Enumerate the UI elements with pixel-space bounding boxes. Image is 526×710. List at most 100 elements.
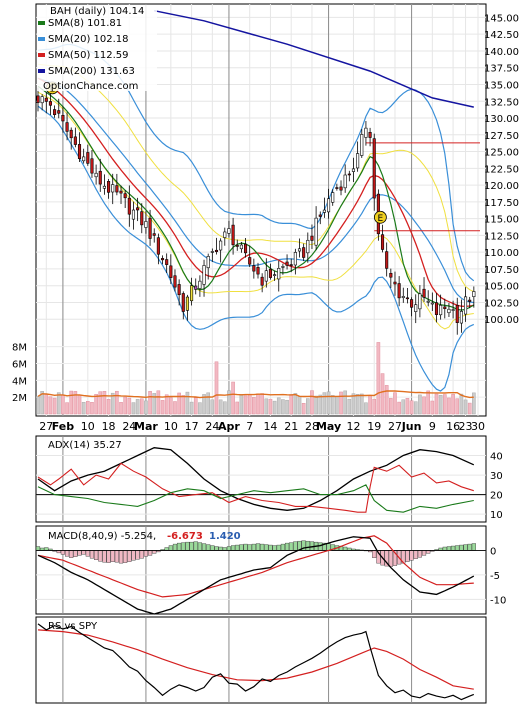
price-tick-label: 107.50 [484, 265, 519, 276]
volume-bar [285, 399, 289, 415]
volume-bar [442, 394, 447, 415]
volume-bar [44, 393, 49, 415]
macd-histogram-bar [201, 543, 207, 551]
candle-up [306, 239, 310, 254]
price-tick-label: 140.00 [484, 47, 519, 58]
candle-up [111, 184, 115, 193]
symbol-label: BAH (daily) 104.14 [50, 6, 144, 17]
volume-bar [214, 361, 219, 415]
candle-up [281, 266, 285, 268]
volume-bar [106, 399, 111, 415]
macd-histogram-bar [148, 550, 153, 556]
adx-tick-label: 30 [490, 471, 503, 482]
volume-bar [455, 398, 460, 415]
candle-down [148, 217, 152, 239]
volume-bar [227, 390, 231, 415]
volume-bar [119, 402, 123, 415]
macd-histogram-bar [239, 544, 244, 551]
macd-histogram-bar [185, 541, 190, 551]
macd-histogram-bar [110, 550, 115, 562]
volume-bar [139, 398, 144, 415]
volume-bar [368, 395, 372, 415]
macd-panel-frame [35, 525, 487, 615]
macd-histogram-bar [284, 542, 290, 551]
candle-up [459, 311, 463, 324]
volume-bar [69, 390, 74, 415]
macd-histogram-bar [463, 544, 468, 551]
macd-histogram-bar [64, 550, 70, 557]
volume-bar [152, 393, 157, 415]
candle-up [239, 244, 243, 250]
macd-histogram-bar [181, 542, 186, 551]
x-tick-label: 24 [122, 420, 136, 433]
volume-bar [330, 395, 335, 415]
macd-histogram-bar [446, 546, 452, 551]
volume-bar [202, 394, 206, 415]
adx-tick-label: 10 [490, 510, 503, 521]
candle-up [40, 96, 44, 104]
volume-tick-label: 2M [12, 393, 27, 404]
legend-label-sma50: SMA(50) 112.59 [48, 50, 129, 61]
price-tick-label: 127.50 [484, 131, 519, 142]
volume-bar [131, 402, 136, 415]
macd-histogram-bar [455, 545, 460, 551]
legend-swatch-sma20 [38, 37, 45, 41]
volume-bar [380, 373, 385, 415]
candle-down [339, 186, 343, 191]
x-tick-label: 17 [185, 420, 199, 433]
volume-bar [389, 398, 393, 415]
sma200-line [154, 9, 474, 108]
macd-histogram-bar [280, 543, 285, 551]
macd-histogram-bar [81, 550, 86, 555]
macd-histogram-bar [135, 550, 140, 560]
price-tick-label: 120.00 [484, 181, 519, 192]
volume-bar [339, 391, 343, 415]
macd-histogram-bar [218, 546, 223, 551]
candle-up [102, 185, 106, 189]
candle-down [152, 233, 156, 236]
candle-down [393, 281, 397, 285]
macd-hist-label: 1.420 [209, 531, 241, 542]
volume-bar [81, 402, 86, 415]
candle-down [123, 193, 127, 199]
macd-histogram-bar [372, 550, 377, 558]
candle-down [173, 275, 177, 288]
candle-down [44, 97, 48, 102]
volume-bar [144, 400, 148, 415]
volume-bar [306, 398, 310, 415]
candle-up [131, 209, 136, 220]
volume-bar [169, 397, 173, 415]
macd-histogram-bar [442, 546, 447, 551]
volume-bar [110, 392, 115, 415]
sub-panels [35, 447, 486, 701]
sma50-line [37, 77, 474, 308]
volume-bar [293, 393, 298, 415]
adx-title: ADX(14) 35.27 [48, 440, 122, 451]
volume-bar [52, 397, 57, 415]
macd-title: MACD(8,40,9) -5.254, [48, 531, 156, 542]
candle-up [331, 192, 335, 203]
candle-down [443, 306, 447, 309]
macd-histogram-bar [143, 550, 148, 557]
volume-bar [247, 394, 252, 415]
macd-histogram-bar [421, 550, 427, 556]
legend-swatch-sma8 [38, 21, 45, 25]
macd-histogram-bar [85, 550, 90, 557]
macd-histogram-bar [289, 542, 294, 551]
volume-bar [322, 392, 327, 415]
price-panel-frame [35, 3, 487, 417]
x-tick-label: Apr [218, 420, 240, 433]
price-tick-label: 122.50 [484, 164, 519, 175]
macd-histogram-bar [118, 550, 124, 564]
macd-histogram-bar [69, 550, 74, 558]
candle-down [48, 101, 52, 106]
volume-bar [289, 394, 294, 415]
candle-down [434, 302, 439, 315]
candle-up [327, 198, 331, 213]
macd-histogram-bar [235, 544, 240, 551]
candle-down [214, 249, 219, 252]
volume-bar [426, 390, 430, 415]
macd-histogram-bar [243, 543, 248, 551]
candle-up [144, 221, 148, 228]
volume-bar [409, 400, 414, 415]
